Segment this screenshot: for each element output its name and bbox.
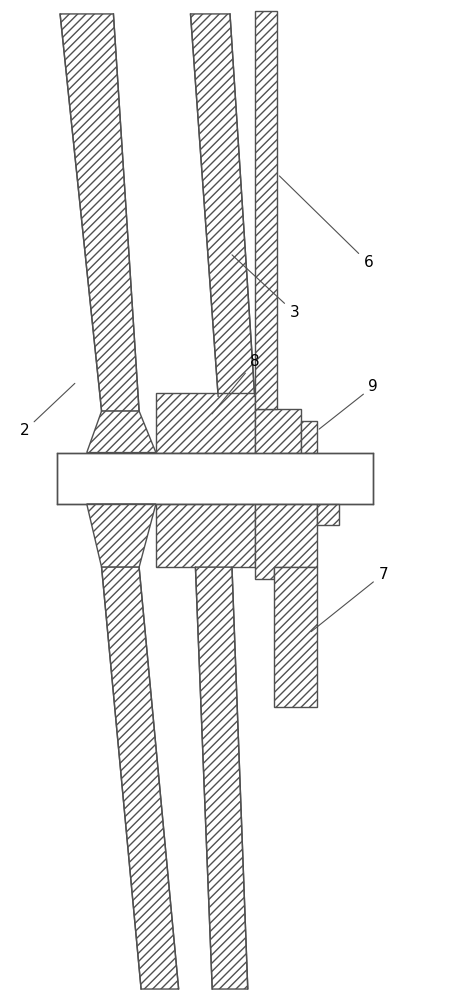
Text: 7: 7 — [311, 567, 388, 632]
Polygon shape — [87, 411, 156, 453]
Polygon shape — [101, 567, 178, 989]
Polygon shape — [139, 567, 212, 989]
Text: 9: 9 — [319, 379, 378, 429]
Polygon shape — [87, 504, 156, 567]
Polygon shape — [156, 393, 255, 453]
Text: 8: 8 — [212, 354, 260, 414]
Polygon shape — [274, 567, 317, 707]
Text: 3: 3 — [232, 255, 299, 320]
Polygon shape — [190, 14, 255, 396]
Polygon shape — [317, 504, 339, 525]
Polygon shape — [156, 504, 255, 567]
Polygon shape — [255, 409, 301, 465]
Polygon shape — [255, 504, 317, 579]
Polygon shape — [301, 421, 317, 453]
Bar — [57, 453, 373, 504]
Polygon shape — [195, 567, 248, 989]
Polygon shape — [60, 14, 139, 411]
Polygon shape — [101, 14, 218, 411]
Polygon shape — [255, 11, 278, 409]
Text: 6: 6 — [279, 176, 373, 270]
Text: 2: 2 — [20, 383, 75, 438]
